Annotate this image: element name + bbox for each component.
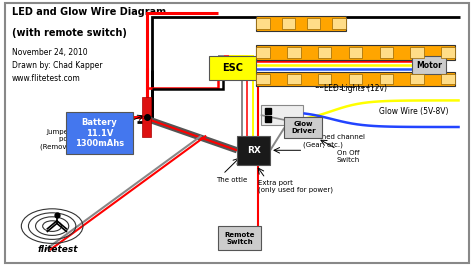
FancyBboxPatch shape — [237, 136, 270, 165]
Text: Glow Wire (5V-8V): Glow Wire (5V-8V) — [379, 107, 449, 116]
Text: Remote
Switch: Remote Switch — [224, 232, 255, 244]
FancyBboxPatch shape — [441, 47, 455, 58]
FancyBboxPatch shape — [256, 18, 270, 29]
FancyBboxPatch shape — [380, 74, 393, 85]
FancyBboxPatch shape — [318, 47, 331, 58]
Text: LED Lights (12v): LED Lights (12v) — [324, 84, 387, 93]
FancyBboxPatch shape — [142, 97, 151, 116]
FancyBboxPatch shape — [332, 18, 346, 29]
FancyBboxPatch shape — [441, 74, 455, 85]
FancyBboxPatch shape — [256, 47, 270, 58]
Text: www.flitetest.com: www.flitetest.com — [12, 74, 81, 84]
Text: November 24, 2010: November 24, 2010 — [12, 48, 88, 57]
FancyBboxPatch shape — [380, 47, 393, 58]
FancyBboxPatch shape — [287, 47, 301, 58]
FancyBboxPatch shape — [256, 72, 455, 86]
Text: flitetest: flitetest — [38, 245, 78, 254]
FancyBboxPatch shape — [284, 117, 322, 138]
FancyBboxPatch shape — [287, 74, 301, 85]
Text: The ottle: The ottle — [216, 177, 247, 183]
FancyBboxPatch shape — [218, 226, 261, 250]
FancyBboxPatch shape — [410, 47, 424, 58]
Text: Jumper spliced to feed
power to LEDs.
(Remove to bypass lights): Jumper spliced to feed power to LEDs. (R… — [40, 129, 131, 149]
Text: Drawn by: Chad Kapper: Drawn by: Chad Kapper — [12, 61, 102, 70]
FancyBboxPatch shape — [142, 118, 151, 137]
Text: Battery
11.1V
1300mAhs: Battery 11.1V 1300mAhs — [75, 118, 124, 148]
FancyBboxPatch shape — [261, 105, 303, 125]
FancyBboxPatch shape — [412, 56, 446, 74]
Text: ESC: ESC — [222, 63, 243, 73]
Text: LED and Glow Wire Diagram: LED and Glow Wire Diagram — [12, 7, 166, 17]
Text: On Off
Switch: On Off Switch — [337, 150, 360, 163]
Text: (with remote switch): (with remote switch) — [12, 28, 127, 38]
Text: RX: RX — [246, 146, 261, 155]
Text: Extra port
(only used for power): Extra port (only used for power) — [258, 180, 333, 193]
Text: LED Lights (12v): LED Lights (12v) — [315, 81, 377, 90]
Text: Glow
Driver: Glow Driver — [291, 121, 316, 134]
FancyBboxPatch shape — [256, 45, 455, 60]
FancyBboxPatch shape — [349, 47, 362, 58]
FancyBboxPatch shape — [349, 74, 362, 85]
FancyBboxPatch shape — [282, 18, 295, 29]
FancyBboxPatch shape — [307, 18, 320, 29]
FancyBboxPatch shape — [318, 74, 331, 85]
Text: Motor: Motor — [416, 61, 442, 70]
FancyBboxPatch shape — [410, 74, 424, 85]
FancyBboxPatch shape — [209, 56, 256, 80]
Text: Switched channel
(Gear, etc.): Switched channel (Gear, etc.) — [303, 134, 365, 148]
FancyBboxPatch shape — [256, 74, 270, 85]
FancyBboxPatch shape — [256, 16, 346, 31]
FancyBboxPatch shape — [66, 112, 133, 154]
